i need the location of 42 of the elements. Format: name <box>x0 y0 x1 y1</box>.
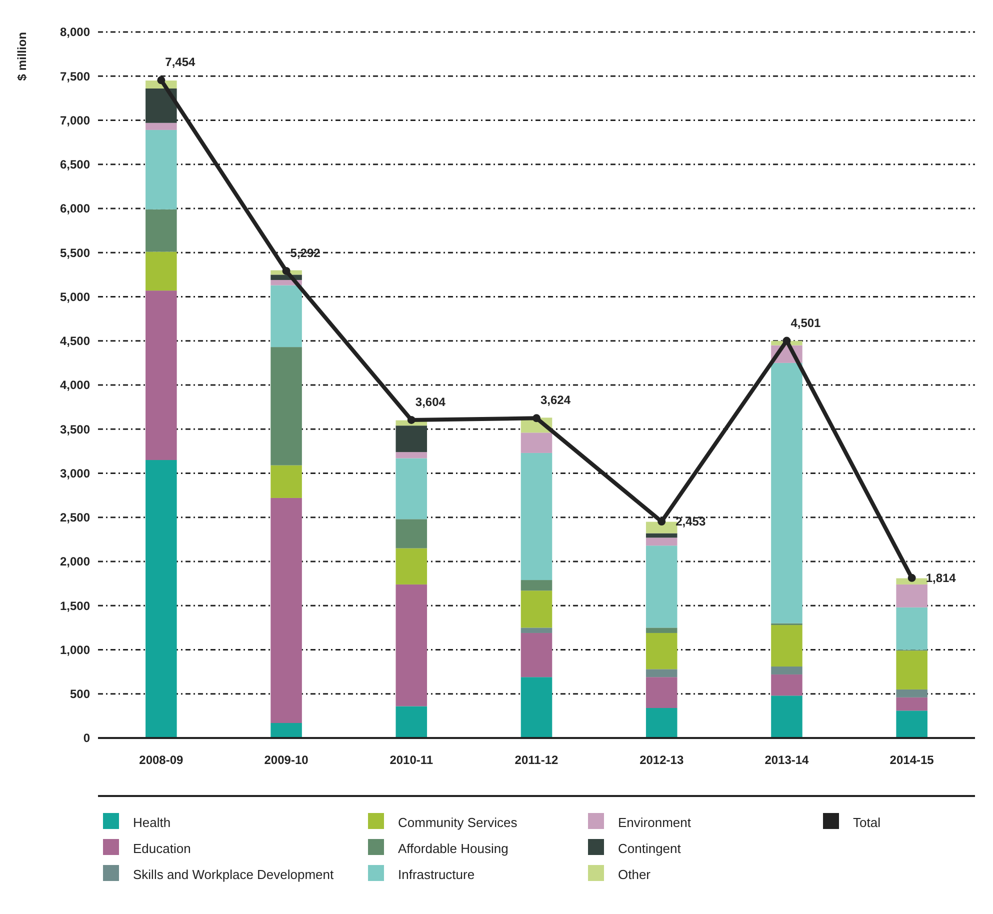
y-tick-label: 7,000 <box>60 113 90 128</box>
y-tick-label: 1,000 <box>60 642 90 657</box>
data-label: 2,453 <box>676 514 706 529</box>
y-tick-label: 8,000 <box>60 25 90 40</box>
legend-label: Contingent <box>618 841 682 856</box>
data-label: 5,292 <box>290 246 321 260</box>
y-tick-label: 4,000 <box>60 378 90 392</box>
data-label: 3,624 <box>540 393 571 408</box>
y-tick-label: 3,500 <box>60 422 90 436</box>
legend-label: Other <box>618 867 652 882</box>
y-tick-label: 5,000 <box>60 290 90 304</box>
legend-label: Education <box>133 841 191 856</box>
data-label: 3,604 <box>415 394 446 409</box>
x-tick-label: 2013-14 <box>764 753 810 767</box>
x-tick-label: 2012-13 <box>640 753 684 767</box>
legend-label: Affordable Housing <box>398 841 508 856</box>
legend-label: Total <box>853 815 881 830</box>
y-tick-label: 1,500 <box>60 598 90 613</box>
legend-label: Infrastructure <box>398 867 475 882</box>
x-tick-label: 2011-12 <box>514 753 559 767</box>
x-tick-label: 2014-15 <box>890 753 934 767</box>
y-tick-label: 3,000 <box>60 466 90 480</box>
legend-label: Community Services <box>398 815 518 830</box>
y-tick-label: 6,500 <box>60 158 90 172</box>
y-tick-label: 6,000 <box>60 202 90 216</box>
y-tick-label: 500 <box>70 687 90 702</box>
legend-label: Skills and Workplace Development <box>133 867 334 882</box>
y-tick-label: 4,500 <box>60 334 90 348</box>
data-label: 1,814 <box>926 570 956 585</box>
y-axis-title: $ million <box>15 32 29 81</box>
y-tick-label: 2,500 <box>60 510 90 525</box>
legend-label: Environment <box>618 815 692 830</box>
y-tick-label: 7,500 <box>60 69 90 84</box>
y-tick-label: 2,000 <box>60 554 90 569</box>
x-tick-label: 2009-10 <box>264 753 309 767</box>
legend-label: Health <box>133 815 171 830</box>
data-label: 7,454 <box>165 55 196 70</box>
y-tick-label: 0 <box>83 731 90 746</box>
x-tick-label: 2010-11 <box>390 753 434 767</box>
data-label: 4,501 <box>790 316 822 330</box>
y-tick-label: 5,500 <box>60 246 90 260</box>
x-tick-label: 2008-09 <box>139 753 184 767</box>
